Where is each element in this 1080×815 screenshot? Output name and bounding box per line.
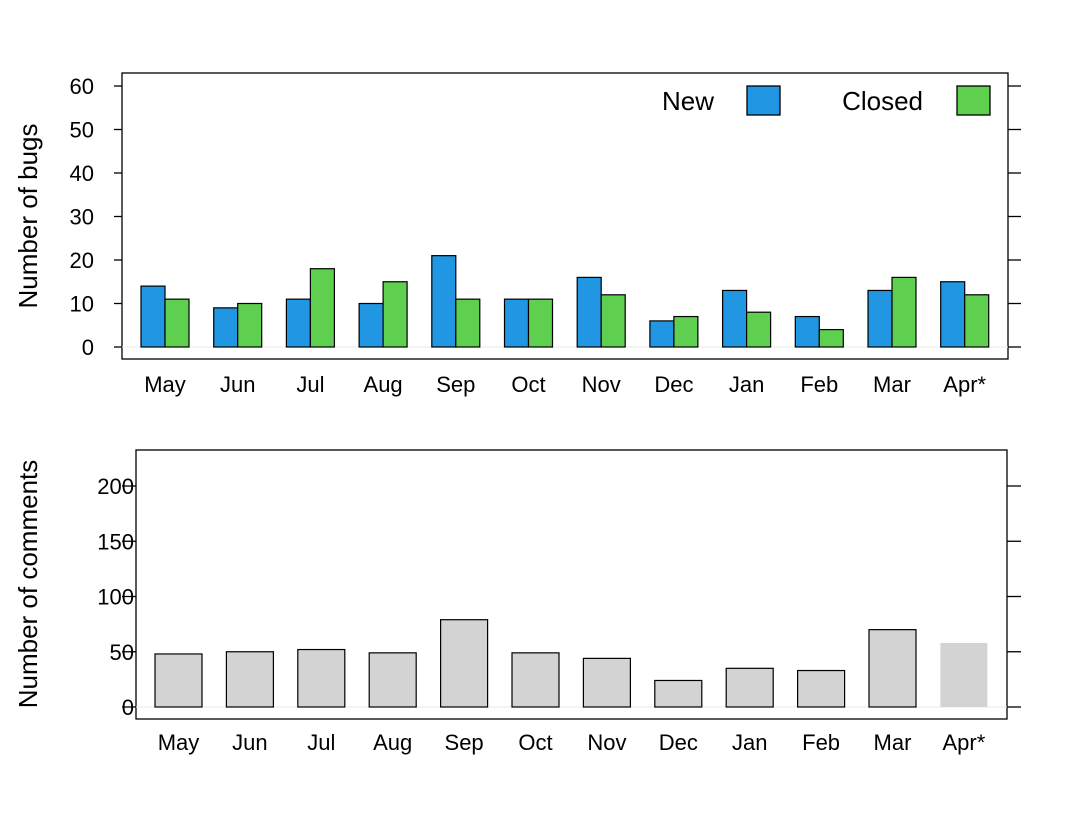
bar-comments-feb xyxy=(796,669,846,708)
bar-closed-feb xyxy=(818,329,844,348)
comments-y-axis: 0 50 100 150 200 xyxy=(97,474,1021,720)
bugs-legend: New Closed xyxy=(662,85,991,116)
bugs-bars xyxy=(140,255,990,348)
bar-new-nov xyxy=(576,276,602,348)
comments-x-tick-label: Apr* xyxy=(943,730,986,755)
bar-new-mar xyxy=(867,289,893,348)
comments-x-tick-label: May xyxy=(158,730,200,755)
comments-y-tick-label: 150 xyxy=(97,529,134,554)
comments-plot-frame xyxy=(135,449,1008,720)
bar-comments-jul xyxy=(297,648,346,708)
bar-new-apr xyxy=(940,281,966,348)
comments-x-tick-label: Jun xyxy=(232,730,267,755)
comments-x-tick-label: Nov xyxy=(587,730,626,755)
bar-comments-sep xyxy=(440,619,489,708)
bar-closed-jul xyxy=(309,268,335,348)
bar-new-jun xyxy=(213,307,239,348)
bar-closed-aug xyxy=(382,281,408,348)
comments-x-tick-label: Sep xyxy=(445,730,484,755)
legend-swatch-closed xyxy=(956,85,991,116)
bar-comments-dec xyxy=(654,679,703,708)
bar-new-aug xyxy=(358,302,384,348)
bar-closed-nov xyxy=(600,294,626,348)
bugs-x-tick-label: Sep xyxy=(436,372,475,397)
comments-y-tick-label: 0 xyxy=(122,695,134,720)
bugs-y-axis-title: Number of bugs xyxy=(13,124,43,309)
comments-y-tick-label: 200 xyxy=(97,474,134,499)
bar-new-sep xyxy=(431,255,457,348)
bugs-y-tick-label: 50 xyxy=(70,118,94,143)
comments-x-tick-label: Oct xyxy=(518,730,552,755)
bar-new-oct xyxy=(503,298,530,348)
bar-comments-nov xyxy=(582,657,632,708)
bar-closed-jun xyxy=(237,302,263,348)
comments-y-tick-label: 100 xyxy=(97,585,134,610)
bar-closed-apr xyxy=(964,294,990,348)
bugs-x-tick-label: May xyxy=(144,372,186,397)
bugs-x-tick-label: Jul xyxy=(296,372,324,397)
comments-x-tick-label: Dec xyxy=(659,730,698,755)
bar-closed-oct xyxy=(527,298,554,348)
bar-closed-sep xyxy=(455,298,481,348)
bar-closed-may xyxy=(164,298,190,348)
bar-comments-jan xyxy=(725,667,774,708)
legend-label-new: New xyxy=(662,86,714,116)
comments-x-tick-label: Mar xyxy=(874,730,912,755)
comments-x-axis: May Jun Jul Aug Sep Oct Nov Dec Jan Feb Mar Apr* xyxy=(158,730,986,755)
bugs-y-tick-label: 40 xyxy=(70,161,94,186)
comments-y-tick-label: 50 xyxy=(110,640,134,665)
legend-label-closed: Closed xyxy=(842,86,923,116)
bar-comments-mar xyxy=(868,629,917,708)
bar-closed-dec xyxy=(673,315,699,348)
bar-new-may xyxy=(140,285,166,348)
bugs-x-tick-label: Dec xyxy=(654,372,693,397)
bugs-x-tick-label: Feb xyxy=(800,372,838,397)
comments-chart: 0 50 100 150 200 May Jun Jul Aug Sep Oct Nov Dec Jan… xyxy=(13,449,1021,755)
bar-new-jan xyxy=(721,289,748,348)
comments-x-tick-label: Jan xyxy=(732,730,767,755)
bugs-x-tick-label: Nov xyxy=(582,372,621,397)
bugs-y-axis: 0 10 20 30 40 50 60 xyxy=(70,74,1021,360)
bar-comments-may xyxy=(154,653,203,708)
bugs-y-tick-label: 0 xyxy=(82,335,94,360)
bar-comments-aug xyxy=(368,652,417,708)
comments-x-tick-label: Jul xyxy=(307,730,335,755)
bar-new-dec xyxy=(649,320,675,348)
bar-new-jul xyxy=(285,298,311,348)
bugs-chart: 0 10 20 30 40 50 60 May Jun Jul Aug Sep Oct Nov Dec Ja… xyxy=(13,72,1021,397)
bar-comments-apr xyxy=(940,642,988,707)
comments-bars xyxy=(154,619,988,708)
bar-closed-mar xyxy=(891,276,917,348)
bugs-y-tick-label: 30 xyxy=(70,205,94,230)
comments-x-tick-label: Feb xyxy=(802,730,840,755)
bugs-x-tick-label: Aug xyxy=(364,372,403,397)
bugs-x-axis: May Jun Jul Aug Sep Oct Nov Dec Jan Feb Mar Apr* xyxy=(144,372,986,397)
bugs-y-tick-label: 20 xyxy=(70,248,94,273)
bugs-x-tick-label: Jun xyxy=(220,372,255,397)
bugs-x-tick-label: Apr* xyxy=(943,372,986,397)
bugs-y-tick-label: 60 xyxy=(70,74,94,99)
legend-swatch-new xyxy=(746,85,781,116)
bugs-x-tick-label: Jan xyxy=(729,372,764,397)
bugs-y-tick-label: 10 xyxy=(70,292,94,317)
bugs-x-tick-label: Mar xyxy=(873,372,911,397)
bugs-x-tick-label: Oct xyxy=(511,372,545,397)
comments-x-tick-label: Aug xyxy=(373,730,412,755)
bar-comments-oct xyxy=(511,652,560,708)
bar-new-feb xyxy=(794,315,820,348)
bar-comments-jun xyxy=(225,651,274,708)
comments-y-axis-title: Number of comments xyxy=(13,460,43,709)
bar-closed-jan xyxy=(745,311,772,348)
